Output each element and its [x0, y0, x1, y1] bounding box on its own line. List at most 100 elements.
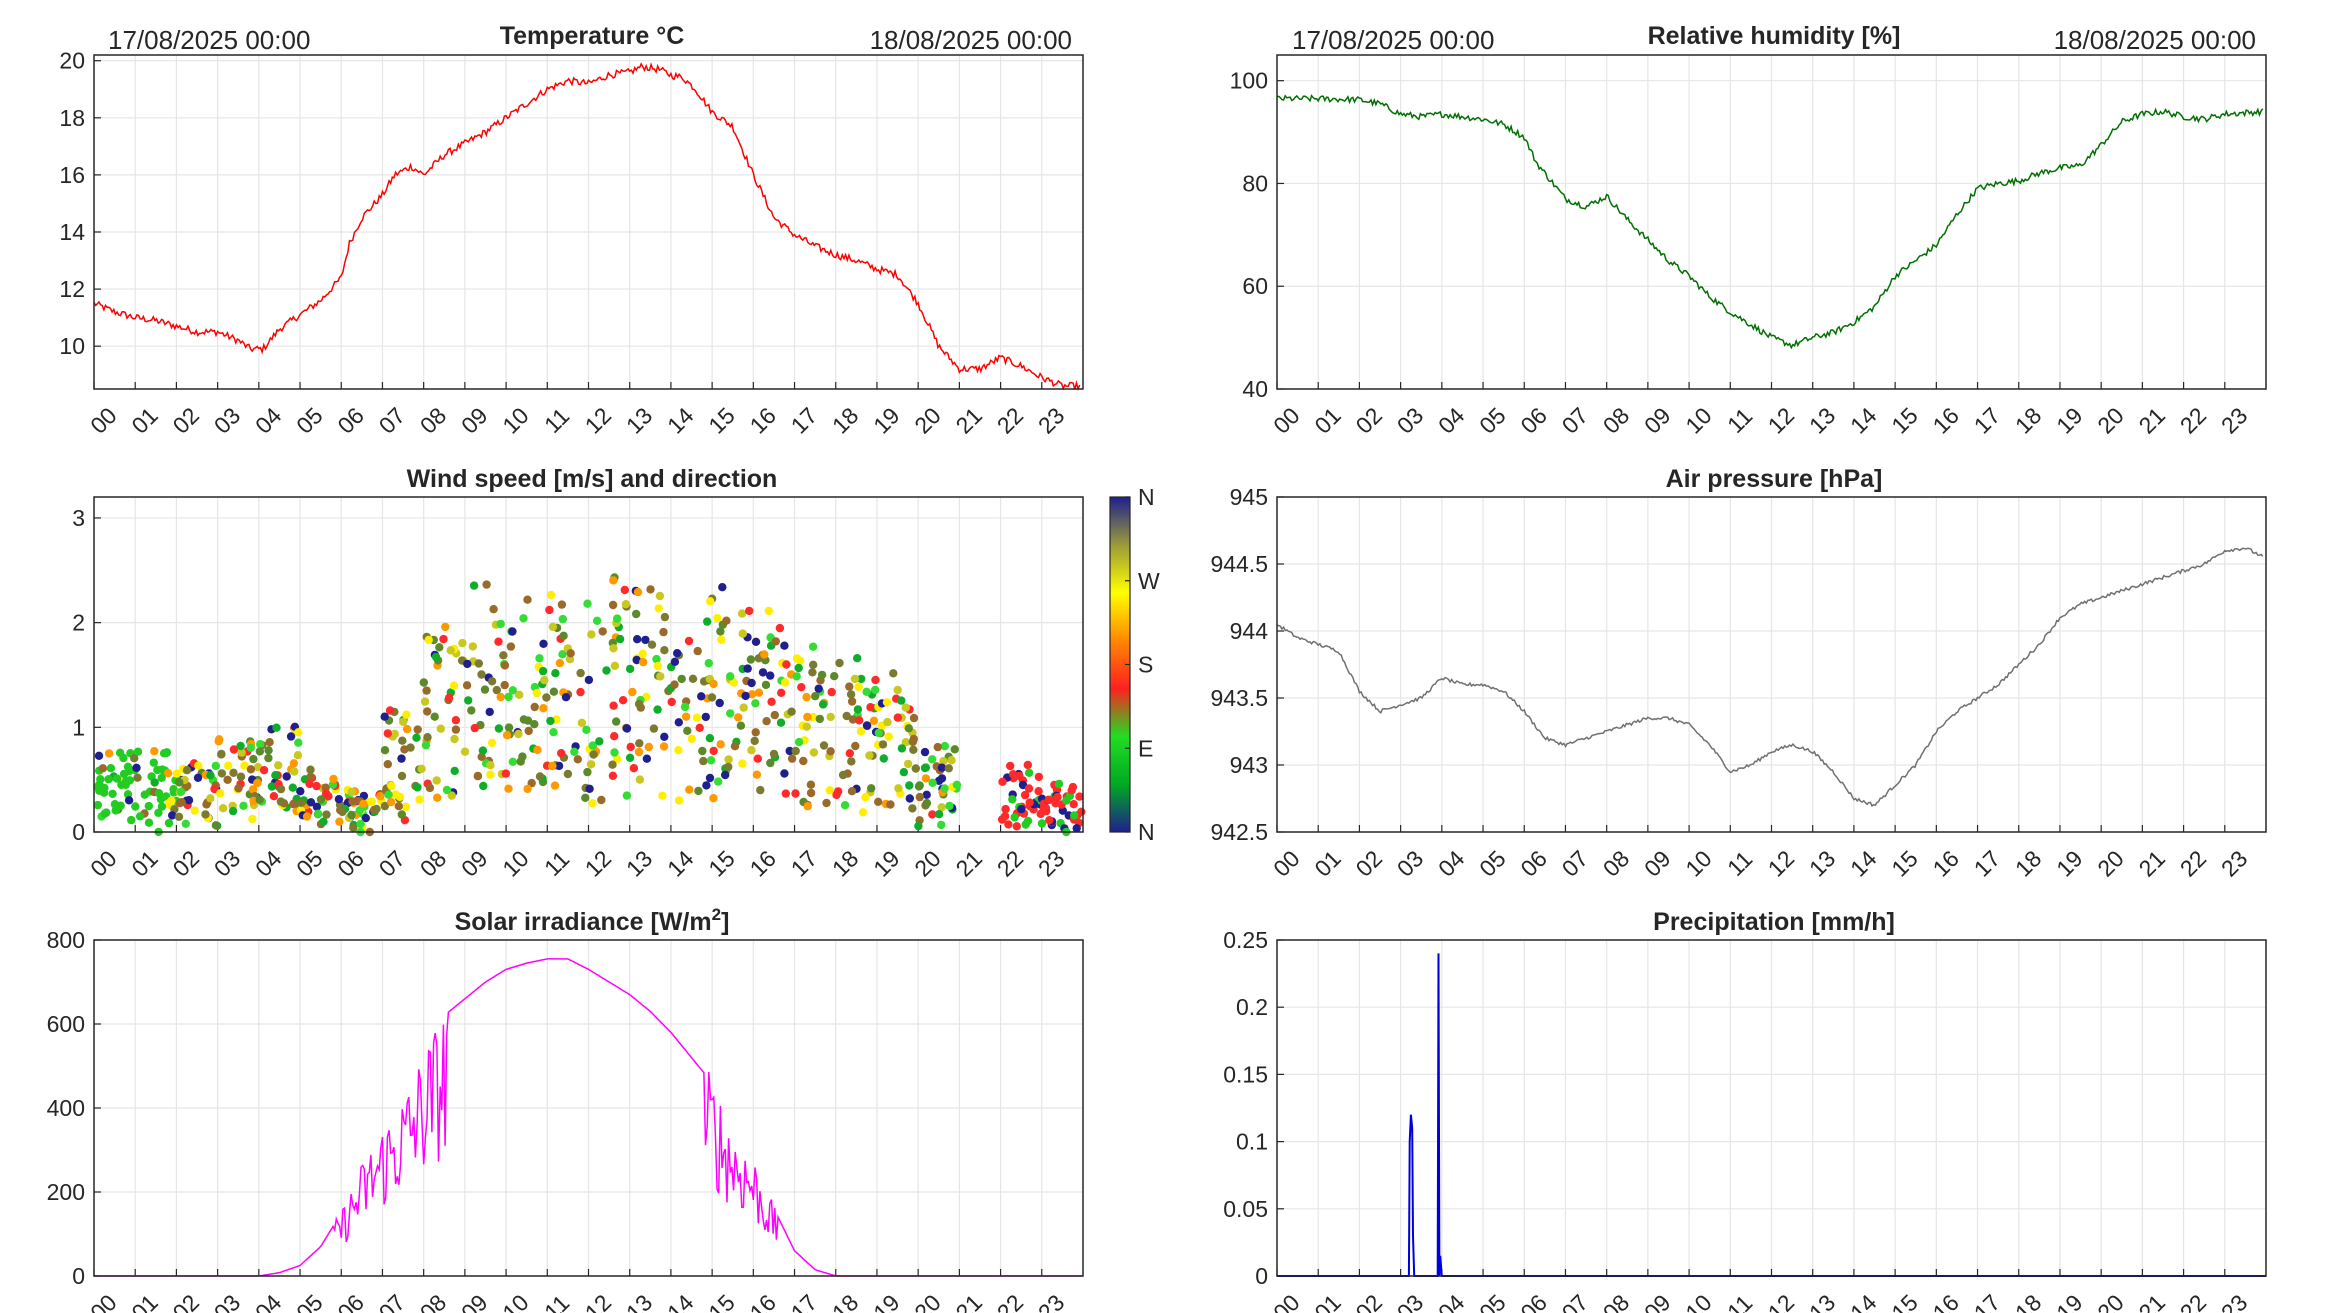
wind-point: [615, 634, 625, 644]
wind-point: [797, 683, 806, 692]
wind-point: [524, 726, 533, 736]
wind-point: [660, 732, 669, 741]
wind-point: [435, 643, 444, 652]
wind-point: [854, 682, 863, 692]
wind-point: [756, 785, 765, 795]
wind-point: [586, 760, 596, 769]
wind-point: [169, 785, 178, 794]
wind-point: [620, 585, 629, 595]
wind-point: [760, 650, 769, 659]
wind-point: [745, 606, 754, 616]
wind-point: [102, 808, 111, 817]
wind-xtick-label: 23: [1033, 845, 1069, 881]
wind-point: [878, 740, 888, 749]
wind-point: [581, 793, 590, 802]
temperature-xtick-label: 22: [992, 402, 1028, 438]
wind-point: [462, 681, 472, 690]
wind-point: [726, 709, 735, 718]
wind-point: [743, 664, 752, 673]
wind-point: [324, 792, 333, 801]
temperature-xtick-label: 15: [703, 402, 739, 438]
wind-point: [684, 636, 694, 646]
wind-point: [750, 736, 759, 746]
temperature-xtick-label: 09: [456, 402, 492, 438]
humidity-xtick-label: 15: [1886, 402, 1922, 438]
wind-point: [809, 660, 818, 669]
wind-point: [698, 746, 707, 756]
wind-point: [450, 734, 459, 744]
wind-point: [441, 622, 450, 632]
wind-point: [156, 795, 166, 804]
wind-point: [335, 817, 344, 826]
pressure-xtick-label: 10: [1680, 845, 1716, 881]
wind-point: [294, 728, 303, 737]
temperature-xtick-label: 17: [786, 402, 822, 438]
wind-point: [550, 781, 560, 790]
wind-point: [588, 741, 597, 750]
temperature-plot-frame: [93, 54, 1084, 390]
wind-point: [758, 668, 768, 677]
wind-point: [255, 747, 265, 756]
solar-xtick-label: 11: [539, 1290, 574, 1313]
wind-point: [570, 747, 579, 756]
wind-point: [647, 640, 657, 649]
wind-point: [500, 661, 510, 670]
humidity-plot-frame: [1276, 54, 2267, 390]
temperature-xtick-label: 23: [1033, 402, 1069, 438]
wind-point: [782, 660, 791, 669]
wind-point: [1006, 761, 1015, 771]
wind-point: [694, 786, 703, 796]
wind-point: [474, 659, 483, 668]
solar-xtick-label: 00: [85, 1289, 121, 1313]
wind-point: [402, 710, 411, 719]
wind-point: [294, 738, 303, 747]
wind-point: [911, 764, 920, 773]
pressure-xtick-label: 06: [1515, 845, 1551, 881]
wind-point: [635, 739, 644, 748]
solar-xtick-label: 21: [951, 1289, 987, 1313]
wind-point: [480, 685, 490, 694]
wind-point: [93, 782, 102, 791]
wind-point: [922, 798, 932, 808]
wind-point: [612, 754, 622, 764]
humidity-xtick-label: 06: [1515, 402, 1551, 438]
wind-point: [349, 823, 358, 832]
wind-point: [125, 776, 135, 785]
wind-point: [692, 713, 702, 722]
wind-point: [104, 749, 114, 758]
wind-point: [557, 749, 566, 758]
wind-point: [799, 756, 808, 766]
pressure-ytick-label: 943.5: [1210, 685, 1268, 711]
wind-point: [862, 687, 871, 696]
wind-point: [499, 651, 508, 660]
wind-point: [787, 754, 797, 763]
wind-point: [329, 774, 338, 784]
wind-point: [530, 702, 539, 712]
wind-point: [420, 697, 430, 706]
pressure-ytick-label: 945: [1230, 484, 1268, 510]
precipitation-xtick-label: 18: [2010, 1289, 2046, 1313]
wind-point: [167, 796, 176, 805]
temperature-xtick-label: 01: [126, 402, 162, 438]
wind-point: [588, 799, 597, 808]
temperature-xtick-label: 06: [332, 402, 368, 438]
wind-point: [1070, 811, 1079, 820]
wind-point: [218, 804, 228, 813]
solar-ytick-label: 600: [47, 1011, 85, 1037]
wind-point: [914, 782, 924, 791]
solar-xtick-label: 05: [291, 1289, 327, 1313]
wind-point: [874, 797, 883, 806]
wind-point: [496, 692, 505, 702]
wind-point: [847, 787, 857, 796]
wind-point: [940, 784, 949, 793]
wind-point: [752, 770, 762, 779]
wind-point: [421, 741, 431, 750]
wind-point: [904, 724, 913, 733]
wind-point: [500, 680, 509, 690]
wind-point: [236, 772, 246, 781]
wind-point: [706, 597, 715, 606]
pressure-ytick-label: 943: [1230, 752, 1268, 778]
wind-point: [939, 757, 948, 766]
wind-xtick-label: 19: [868, 845, 904, 881]
wind-point: [380, 712, 389, 721]
